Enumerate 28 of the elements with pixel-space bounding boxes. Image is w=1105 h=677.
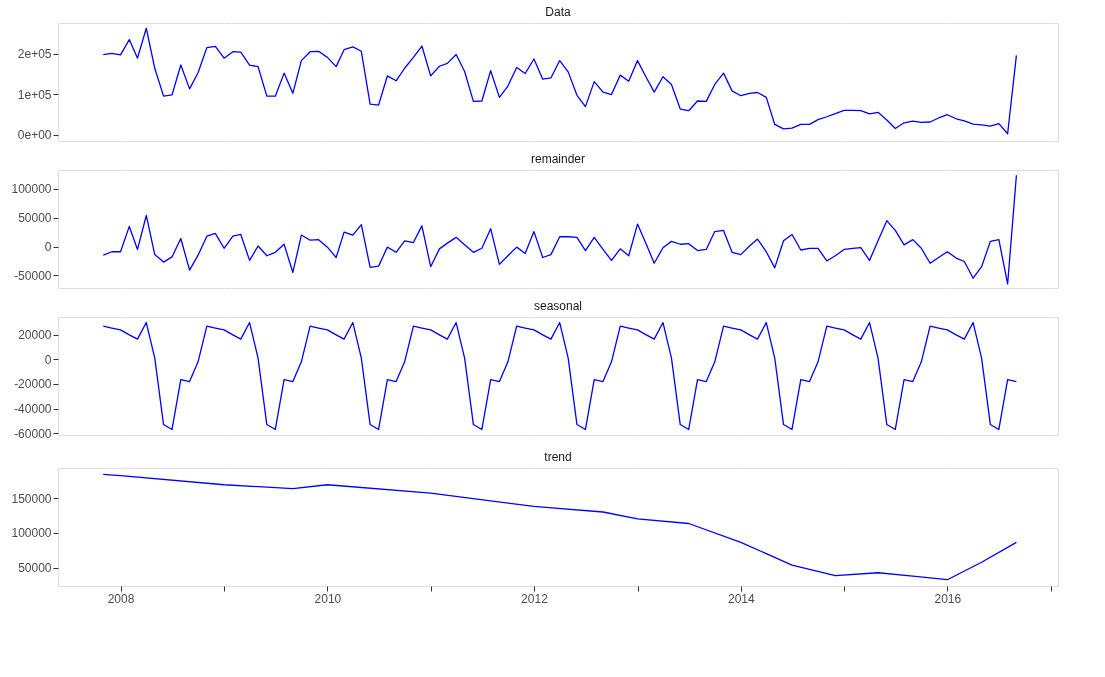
chart-title: seasonal bbox=[533, 299, 583, 313]
line-series bbox=[102, 473, 1018, 581]
y-tick-label: 0e+00 bbox=[17, 128, 52, 143]
y-tick-label: 100000 bbox=[11, 526, 52, 541]
y-tick-label: 50000 bbox=[18, 211, 52, 226]
x-tick-label: 2014 bbox=[727, 591, 755, 606]
y-tick-label: 2e+05 bbox=[17, 47, 52, 62]
y-tick-label: 150000 bbox=[11, 491, 52, 506]
y-tick-label: 50000 bbox=[18, 561, 52, 576]
y-tick-label: 1e+05 bbox=[17, 87, 52, 102]
x-tick-label: 2012 bbox=[521, 591, 549, 606]
chart-title: trend bbox=[544, 450, 572, 464]
y-tick-label: -20000 bbox=[14, 377, 52, 392]
line-series bbox=[102, 27, 1018, 135]
y-tick-label: 0 bbox=[44, 352, 52, 367]
y-tick-label: -60000 bbox=[14, 426, 52, 441]
y-tick-label: 0 bbox=[44, 240, 52, 255]
chart-title: remainder bbox=[530, 152, 586, 166]
line-series bbox=[102, 174, 1018, 285]
x-tick-label: 2008 bbox=[107, 591, 135, 606]
y-tick-label: 20000 bbox=[18, 328, 52, 343]
x-tick-label: 2010 bbox=[314, 591, 342, 606]
x-tick-label: 2016 bbox=[934, 591, 962, 606]
y-tick-label: 100000 bbox=[11, 182, 52, 197]
line-series bbox=[102, 321, 1018, 431]
y-tick-label: -40000 bbox=[14, 402, 52, 417]
chart-title: Data bbox=[545, 5, 571, 19]
y-tick-label: -50000 bbox=[14, 268, 52, 283]
